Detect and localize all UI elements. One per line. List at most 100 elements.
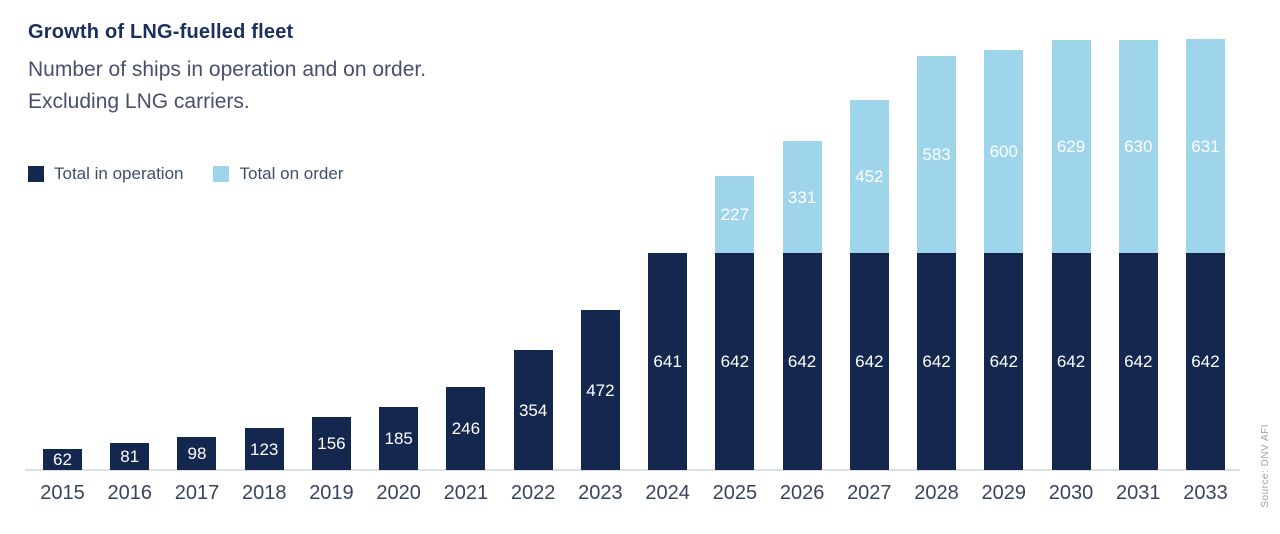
bar-segment-in-operation-2021: 246 [446,387,486,470]
x-tick-label-2018: 2018 [241,482,287,504]
bar-segment-in-operation-2031: 642 [1118,253,1158,470]
x-tick-label-2030: 2030 [1048,482,1094,504]
x-tick-label-2021: 2021 [443,482,489,504]
value-label-on-order-2029: 600 [989,142,1018,161]
x-tick-label-2024: 2024 [645,482,690,504]
bar-segment-on-order-2025: 227 [715,176,755,253]
bar-2021: 246 [446,387,486,470]
x-tick-label-2020: 2020 [376,482,421,504]
value-label-in-operation-2022: 354 [518,400,548,420]
bar-segment-in-operation-2018: 123 [244,428,284,470]
bar-segment-on-order-2033: 631 [1185,39,1225,253]
bar-2029: 600 642 [984,50,1024,470]
value-label-in-operation-2033: 642 [1191,352,1220,371]
value-label-on-order-2025: 227 [720,205,750,224]
value-label-in-operation-2020: 185 [384,429,413,448]
chart-header: Growth of LNG-fuelled fleet Number of sh… [28,21,426,118]
legend-label-total-in-operation: Total in operation [54,164,184,183]
bar-segment-in-operation-2019: 156 [311,417,351,470]
value-label-in-operation-2023: 472 [586,380,615,400]
bar-segment-on-order-2026: 331 [782,141,822,253]
x-tick-label-2027: 2027 [847,482,892,504]
chart-subtitle-line2: Excluding LNG carriers. [28,90,250,113]
bar-segment-in-operation-2029: 642 [984,253,1024,470]
bar-2023: 472 [580,310,620,470]
x-tick-label-2022: 2022 [510,482,556,504]
x-tick-label-2019: 2019 [309,482,354,504]
bar-2018: 123 [244,428,284,470]
value-label-in-operation-2031: 642 [1124,352,1153,371]
value-label-in-operation-2030: 642 [1056,352,1086,371]
bar-2031: 630 642 [1118,40,1158,470]
bar-segment-on-order-2031: 630 [1118,40,1158,253]
bar-segment-on-order-2029: 600 [984,50,1024,253]
x-tick-label-2026: 2026 [779,482,825,504]
value-label-in-operation-2021: 246 [451,419,481,438]
value-label-on-order-2031: 630 [1124,137,1153,156]
x-tick-label-2017: 2017 [174,482,220,504]
bar-2019: 156 [311,417,351,470]
legend-item-total-on-order: Total on order [213,164,343,184]
bar-2026: 331 642 [782,141,822,470]
chart-title: Growth of LNG-fuelled fleet [28,21,294,43]
bar-2028: 583 642 [917,56,957,470]
bar-2027: 452 642 [849,100,889,470]
bar-2017: 98 [177,437,217,470]
value-label-in-operation-2024: 641 [653,352,682,371]
bar-segment-in-operation-2026: 642 [782,253,822,470]
bar-plot-area: 62 81 98 123 156 185 246 354 472 641 227 642 331 642 4… [43,39,1225,470]
x-axis-labels: 2015 2016 2017 2018 2019 2020 2021 2022 2023 2024… [40,482,1228,505]
value-label-in-operation-2027: 642 [855,352,884,371]
bar-segment-on-order-2028: 583 [917,56,957,253]
value-label-in-operation-2017: 98 [187,444,207,463]
value-label-on-order-2027: 452 [855,167,884,186]
value-label-in-operation-2026: 642 [787,352,817,371]
value-label-on-order-2033: 631 [1191,136,1220,156]
value-label-in-operation-2029: 642 [989,352,1018,371]
bar-segment-in-operation-2015: 62 [43,449,82,470]
bar-segment-in-operation-2030: 642 [1051,253,1091,470]
x-tick-label-2025: 2025 [712,482,758,504]
bar-2015: 62 [43,449,82,470]
total-in-operation-swatch-icon [28,166,44,182]
value-label-on-order-2030: 629 [1056,137,1086,156]
legend-label-total-on-order: Total on order [239,164,344,183]
bar-2033: 631 642 [1185,39,1225,470]
value-label-in-operation-2016: 81 [120,447,140,466]
bar-segment-in-operation-2020: 185 [379,407,419,470]
bar-segment-on-order-2030: 629 [1051,40,1091,253]
value-label-in-operation-2028: 642 [922,352,951,371]
x-tick-label-2023: 2023 [578,482,623,504]
bar-2025: 227 642 [715,176,755,470]
x-tick-label-2029: 2029 [981,482,1027,504]
bar-segment-in-operation-2022: 354 [513,350,553,470]
x-tick-label-2031: 2031 [1116,482,1161,504]
bar-segment-in-operation-2017: 98 [177,437,217,470]
value-label-in-operation-2015: 62 [53,450,72,469]
bar-2024: 641 [648,253,688,470]
bar-segment-on-order-2027: 452 [849,100,889,253]
value-label-in-operation-2025: 642 [720,352,750,371]
bar-2022: 354 [513,350,553,470]
bar-segment-in-operation-2016: 81 [110,443,150,470]
source-label: Source: DNV AFI [1260,424,1271,508]
x-tick-label-2028: 2028 [914,482,959,504]
x-tick-label-2033: 2033 [1183,482,1228,504]
value-label-in-operation-2018: 123 [250,439,279,459]
bar-2016: 81 [110,443,150,470]
value-label-on-order-2028: 583 [922,145,951,164]
legend-item-total-in-operation: Total in operation [28,164,183,184]
bar-segment-in-operation-2025: 642 [715,253,755,470]
bar-segment-in-operation-2027: 642 [849,253,889,470]
value-label-on-order-2026: 331 [787,187,817,207]
bar-segment-in-operation-2023: 472 [580,310,620,470]
total-on-order-swatch-icon [213,166,230,182]
value-label-in-operation-2019: 156 [317,434,346,453]
x-tick-label-2016: 2016 [107,482,152,504]
bar-segment-in-operation-2033: 642 [1185,253,1225,470]
chart-legend: Total in operation Total on order [28,164,343,184]
x-tick-label-2015: 2015 [40,482,85,504]
x-axis-line [25,469,1240,471]
chart-subtitle-line1: Number of ships in operation and on orde… [28,58,427,81]
bar-segment-in-operation-2024: 641 [648,253,688,470]
